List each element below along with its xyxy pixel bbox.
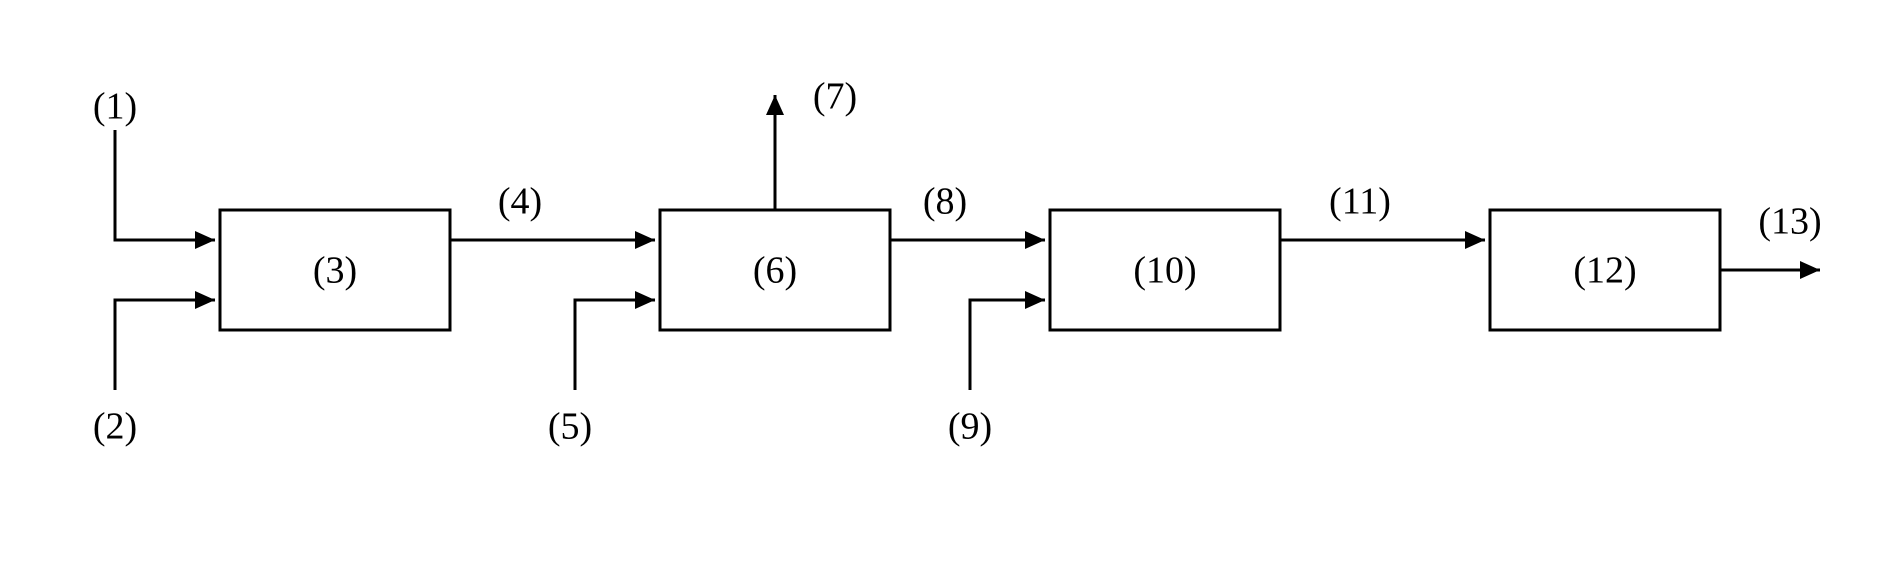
block-label-b3: (3) [313,250,357,292]
label-l4: (4) [498,181,542,223]
block-label-b12: (12) [1573,250,1636,292]
label-l1: (1) [93,86,137,128]
block-label-b10: (10) [1133,250,1196,292]
label-l9: (9) [948,406,992,448]
label-l2: (2) [93,406,137,448]
label-l13: (13) [1758,201,1821,243]
label-l7: (7) [813,76,857,118]
arrow-a1 [115,130,215,240]
arrow-a2 [115,300,215,390]
arrow-a9 [970,300,1045,390]
label-l11: (11) [1329,181,1391,223]
label-l8: (8) [923,181,967,223]
arrow-a5 [575,300,655,390]
block-label-b6: (6) [753,250,797,292]
label-l5: (5) [548,406,592,448]
